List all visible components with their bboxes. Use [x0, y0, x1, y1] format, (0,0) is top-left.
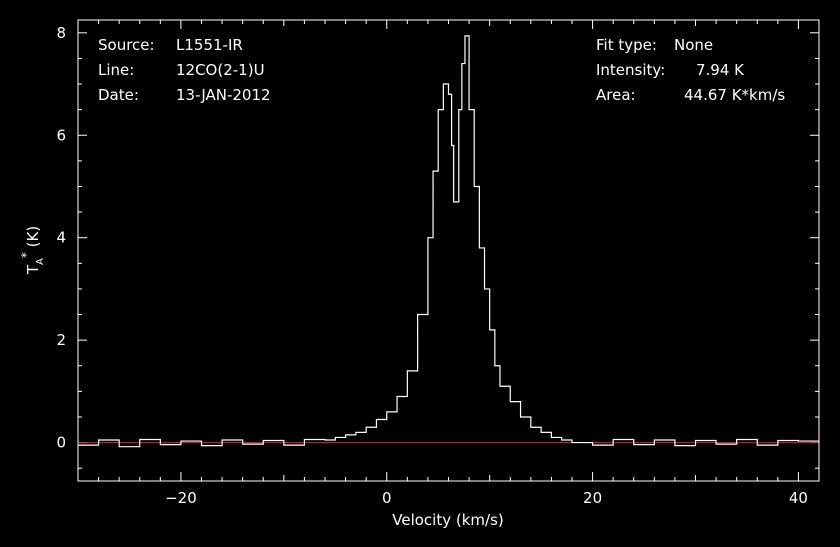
axis-ticks: −20 0 20 40 0 2 4 6 8 [56, 20, 820, 507]
y-tick-label: 4 [56, 229, 66, 247]
date-value: 13-JAN-2012 [176, 86, 271, 104]
x-axis-label: Velocity (km/s) [392, 511, 503, 529]
x-tick-label: 40 [789, 489, 808, 507]
source-value: L1551-IR [176, 36, 243, 54]
y-tick-label: 8 [56, 24, 66, 42]
spectrum-path [78, 35, 820, 448]
area-value: 44.67 K*km/s [684, 86, 785, 104]
area-label: Area: [596, 86, 636, 104]
x-tick-label: 0 [382, 489, 392, 507]
line-value: 12CO(2-1)U [176, 61, 265, 79]
y-tick-label: 2 [56, 331, 66, 349]
line-label: Line: [98, 61, 134, 79]
fit-type-value: None [674, 36, 713, 54]
x-tick-label: −20 [165, 489, 197, 507]
x-tick-label: 20 [583, 489, 602, 507]
fit-type-label: Fit type: [596, 36, 657, 54]
y-axis-label-text: TA* (K) [19, 226, 46, 275]
y-axis-label: TA* (K) [19, 226, 46, 275]
source-label: Source: [98, 36, 155, 54]
y-tick-label: 6 [56, 126, 66, 144]
intensity-value: 7.94 K [696, 61, 745, 79]
y-tick-label: 0 [56, 434, 66, 452]
spectrum-trace [78, 35, 820, 448]
intensity-label: Intensity: [596, 61, 665, 79]
date-label: Date: [98, 86, 139, 104]
